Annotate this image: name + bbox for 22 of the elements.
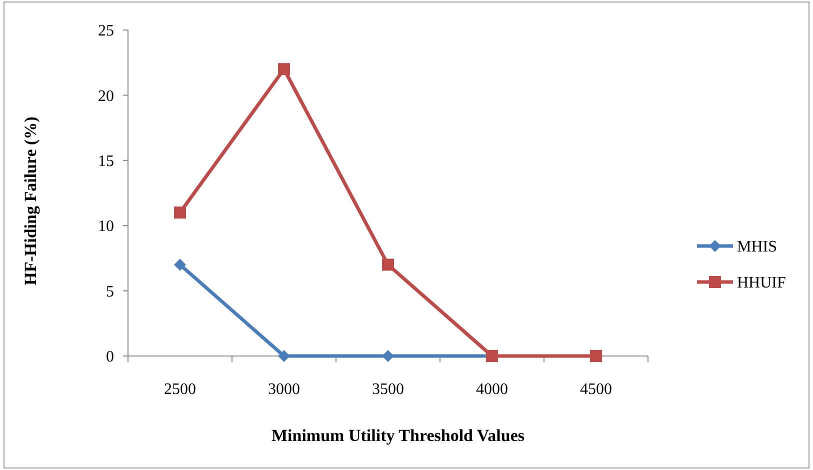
point [382, 350, 394, 362]
x-tick-label: 3500 [372, 381, 404, 398]
y-tick-label: 20 [98, 88, 114, 105]
x-tick-label: 2500 [164, 381, 196, 398]
y-tick-label: 5 [106, 283, 114, 300]
point [590, 350, 602, 362]
y-axis-title: HF-Hiding Failure (%) [21, 116, 40, 286]
y-tick-label: 0 [106, 348, 114, 366]
y-tick-label: 15 [98, 153, 114, 170]
x-tick-label: 4500 [580, 381, 612, 398]
legend-label: MHIS [737, 238, 778, 256]
x-axis-title: Minimum Utility Threshold Values [271, 426, 525, 445]
y-tick-label: 10 [98, 218, 114, 236]
legend-label: HHUIF [737, 274, 786, 292]
x-tick-label: 4000 [476, 381, 508, 398]
x-tick-label: 3000 [268, 381, 300, 398]
point [278, 350, 290, 362]
y-tick-label: 25 [98, 22, 114, 40]
point [174, 258, 186, 271]
point [382, 258, 394, 271]
point [174, 206, 186, 219]
point [278, 63, 290, 76]
